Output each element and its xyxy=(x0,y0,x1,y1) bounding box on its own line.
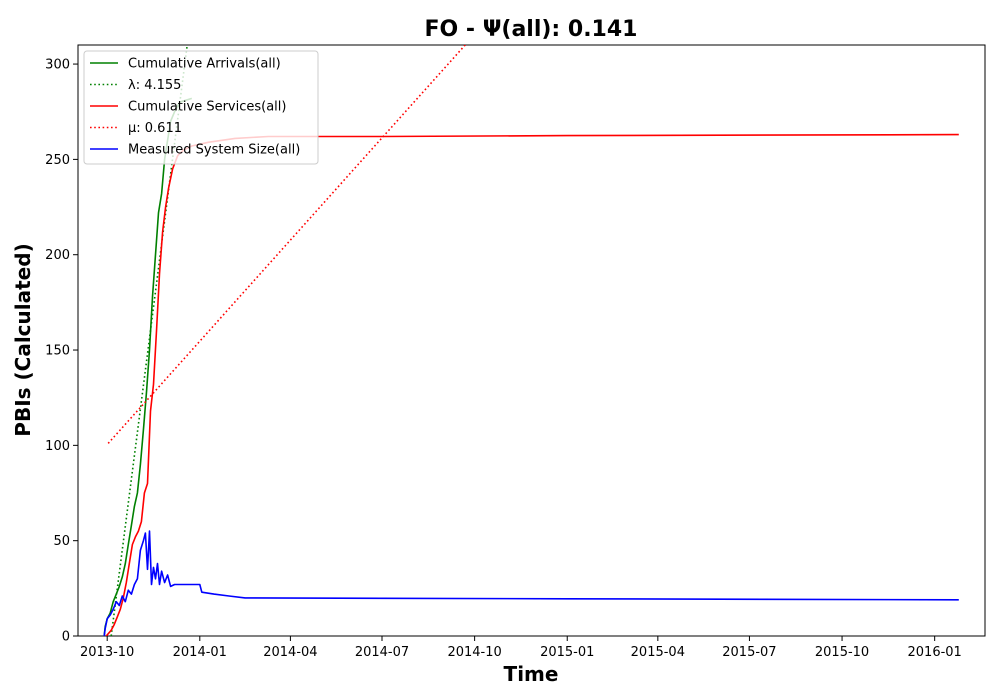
x-tick-label: 2013-10 xyxy=(80,645,134,660)
y-tick-label: 300 xyxy=(45,58,70,73)
legend-items: Cumulative Arrivals(all) λ: 4.155 Cumulati… xyxy=(90,57,300,158)
legend-label-4: μ: 0.611 xyxy=(128,121,182,136)
x-tick-label: 2015-10 xyxy=(815,645,869,660)
x-tick-label: 2015-04 xyxy=(631,645,685,660)
y-axis-ticks: 0 50 100 150 200 250 300 xyxy=(45,58,78,645)
y-tick-label: 150 xyxy=(45,344,70,359)
x-tick-label: 2014-10 xyxy=(447,645,501,660)
legend-box xyxy=(83,50,319,165)
x-tick-label: 2014-01 xyxy=(173,645,227,660)
x-axis-ticks: 2013-10 2014-01 2014-04 2014-07 2014-10 2015-… xyxy=(80,636,962,660)
x-tick-label: 2015-01 xyxy=(540,645,594,660)
y-tick-label: 0 xyxy=(62,630,70,645)
x-tick-label: 2014-04 xyxy=(263,645,317,660)
legend-label-1: Cumulative Arrivals(all) xyxy=(128,57,281,72)
chart-title: FO - Ψ(all): 0.141 xyxy=(425,17,638,42)
y-tick-label: 50 xyxy=(53,534,70,549)
x-axis-label: Time xyxy=(504,662,559,686)
y-axis-label: PBIs (Calculated) xyxy=(11,243,35,436)
legend-label-3: Cumulative Services(all) xyxy=(128,100,286,115)
y-tick-label: 100 xyxy=(45,439,70,454)
legend-label-2: λ: 4.155 xyxy=(128,78,181,93)
y-tick-label: 200 xyxy=(45,248,70,263)
x-tick-label: 2015-07 xyxy=(722,645,776,660)
y-tick-label: 250 xyxy=(45,153,70,168)
legend: Cumulative Arrivals(all) λ: 4.155 Cumulati… xyxy=(83,50,319,165)
series-line-4 xyxy=(107,45,467,444)
series-line-5 xyxy=(103,530,959,636)
x-tick-label: 2016-01 xyxy=(908,645,962,660)
legend-label-5: Measured System Size(all) xyxy=(128,143,300,158)
x-tick-label: 2014-07 xyxy=(355,645,409,660)
